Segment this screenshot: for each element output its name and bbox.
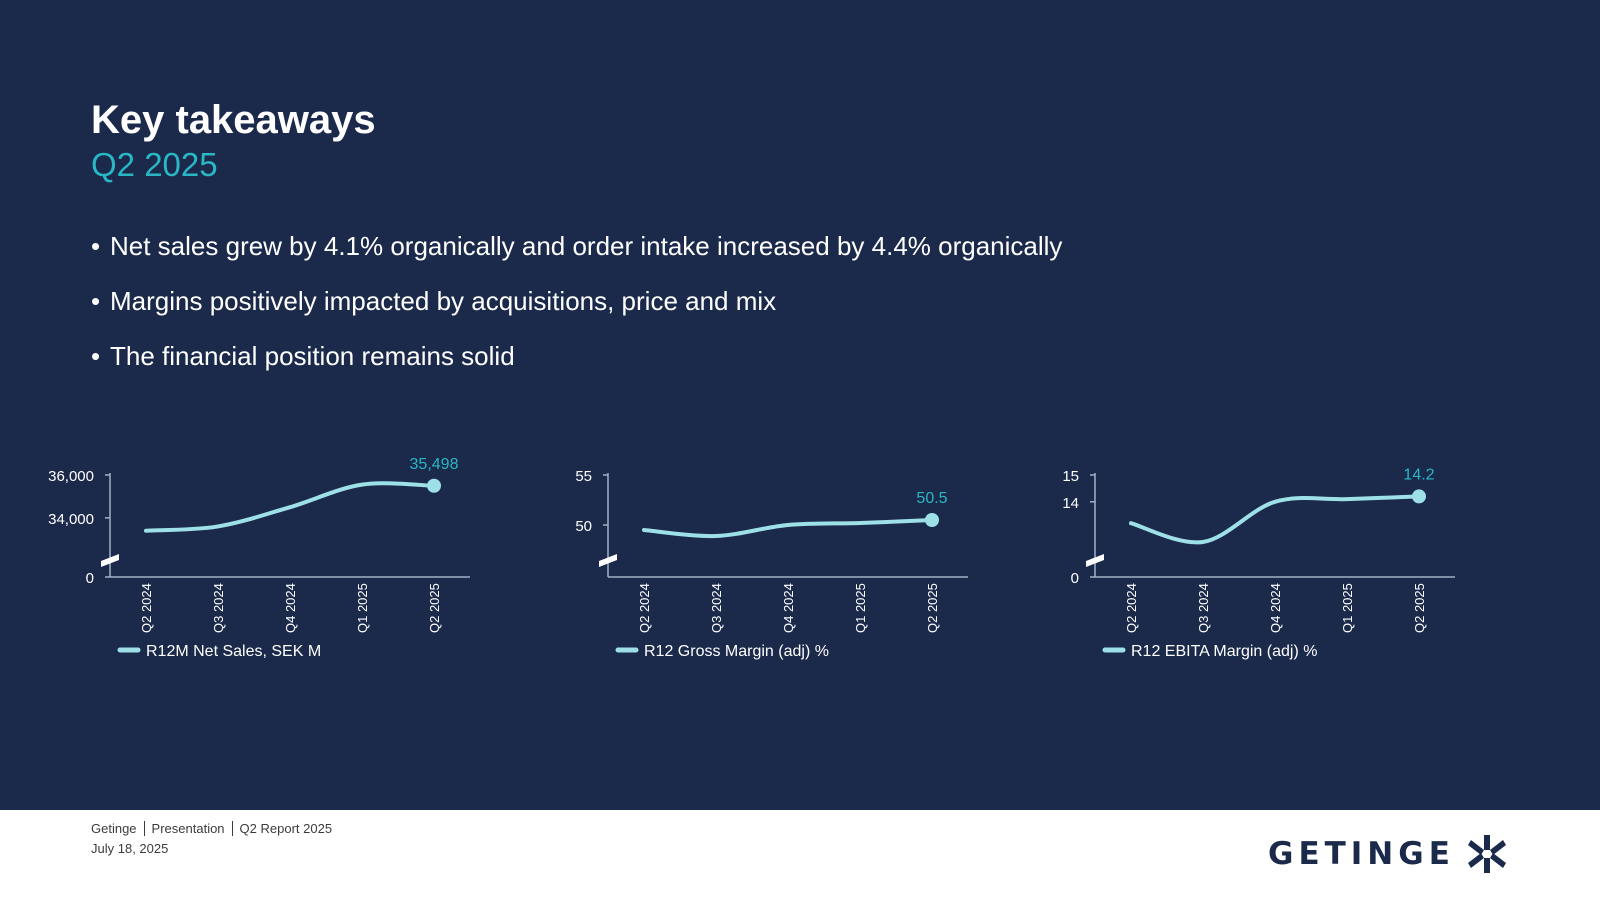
takeaway-item: Margins positively impacted by acquisiti…	[91, 285, 1062, 317]
x-tick-label: Q2 2025	[427, 583, 442, 633]
x-tick-label: Q2 2025	[1412, 583, 1427, 633]
y-tick-label: 36,000	[48, 468, 94, 485]
footer-doc: Presentation	[151, 821, 225, 836]
ebita-margin-chart: 0 14 15 Q2 2024 Q3 2024 Q4 2024 Q1 2025 Q2 2025…	[1062, 466, 1455, 660]
end-value-label: 14.2	[1403, 466, 1434, 483]
end-point	[1412, 489, 1426, 504]
end-point	[427, 478, 441, 493]
footer-separator	[143, 821, 145, 836]
y-tick-label: 0	[1071, 570, 1079, 587]
x-tick-label: Q2 2024	[1124, 583, 1139, 633]
series-line	[642, 518, 934, 539]
x-tick-label: Q4 2024	[781, 583, 796, 633]
net-sales-chart: 0 34,000 36,000 Q2 2024 Q3 2024 Q4 2024 Q1 202…	[48, 456, 470, 660]
x-tick-label: Q1 2025	[355, 583, 370, 633]
getinge-star-icon	[1467, 835, 1506, 873]
footer-info: Getinge Presentation Q2 Report 2025 July 1…	[91, 819, 332, 859]
x-tick-label: Q3 2024	[1196, 583, 1211, 633]
logo-wordmark: GETINGE	[1268, 836, 1455, 872]
x-tick-label: Q2 2024	[139, 583, 154, 633]
y-tick-label: 55	[575, 468, 592, 485]
footer-date: July 18, 2025	[91, 841, 169, 856]
y-tick-label: 50	[575, 518, 592, 535]
footer-report: Q2 Report 2025	[239, 821, 333, 836]
y-tick-label: 34,000	[48, 511, 94, 528]
x-tick-label: Q2 2024	[637, 583, 652, 633]
takeaway-item: Net sales grew by 4.1% organically and o…	[91, 230, 1062, 262]
series-line	[1129, 494, 1421, 545]
takeaway-list: Net sales grew by 4.1% organically and o…	[91, 230, 1062, 395]
footer-line: Getinge Presentation Q2 Report 2025	[91, 819, 332, 839]
y-tick-label: 14	[1062, 495, 1079, 512]
y-tick-label: 15	[1062, 468, 1079, 485]
takeaway-item: The financial position remains solid	[91, 340, 1062, 372]
end-value-label: 35,498	[410, 456, 459, 473]
axis-break-marker	[1086, 554, 1104, 567]
x-tick-label: Q3 2024	[211, 583, 226, 633]
slide-background: Key takeaways Q2 2025 Net sales grew by …	[0, 0, 1600, 810]
y-tick-label: 0	[86, 570, 94, 587]
x-tick-label: Q3 2024	[709, 583, 724, 633]
x-tick-label: Q4 2024	[1268, 583, 1283, 633]
axis-break-marker	[101, 554, 119, 567]
x-tick-label: Q1 2025	[1340, 583, 1355, 633]
page-subtitle: Q2 2025	[91, 146, 218, 183]
x-tick-label: Q4 2024	[283, 583, 298, 633]
gross-margin-chart: 50 55 Q2 2024 Q3 2024 Q4 2024 Q1 2025 Q2 2025 5…	[575, 468, 968, 660]
getinge-logo: GETINGE	[1268, 834, 1507, 874]
series-line	[144, 481, 436, 533]
page-title: Key takeaways	[91, 98, 376, 142]
legend-label: R12 EBITA Margin (adj) %	[1131, 643, 1317, 660]
footer-separator	[231, 821, 233, 836]
legend-label: R12M Net Sales, SEK M	[146, 643, 321, 660]
end-point	[925, 513, 939, 527]
axis-break-marker	[599, 554, 617, 567]
end-value-label: 50.5	[916, 490, 947, 507]
footer-company: Getinge	[91, 821, 137, 836]
legend-label: R12 Gross Margin (adj) %	[644, 643, 829, 660]
x-tick-label: Q2 2025	[925, 583, 940, 633]
x-tick-label: Q1 2025	[853, 583, 868, 633]
